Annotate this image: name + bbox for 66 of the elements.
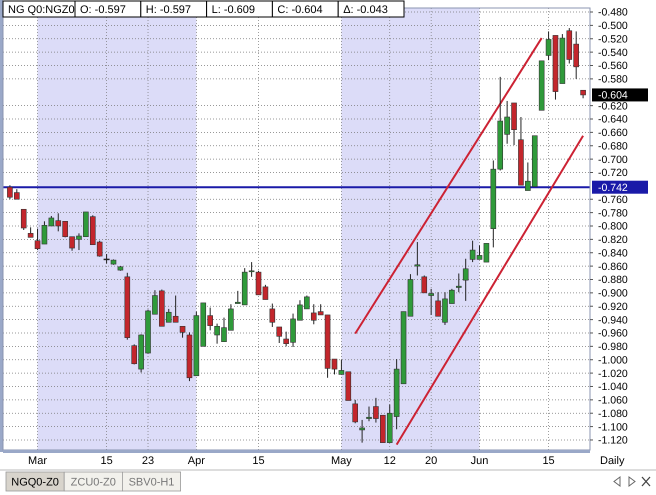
y-tick-label: -0.940	[598, 314, 628, 326]
candlestick	[414, 242, 420, 276]
candlestick	[20, 208, 27, 231]
candlestick	[270, 303, 276, 328]
y-tick-label: -1.080	[598, 408, 628, 420]
annotation: O: -0.597	[80, 4, 126, 16]
candlestick	[456, 272, 462, 293]
y-tick-label: -1.040	[598, 381, 628, 394]
y-tick-label: -1.000	[598, 354, 628, 366]
y-tick-label: -0.520	[598, 33, 628, 46]
x-tick-label: 23	[142, 455, 154, 467]
x-tick-label: 15	[100, 455, 113, 467]
y-tick-label: -0.880	[598, 274, 628, 286]
y-tick-label: -1.020	[598, 368, 628, 380]
y-tick-label: -1.100	[598, 421, 628, 434]
x-tick-label: Apr	[188, 455, 206, 467]
y-tick-label: -0.860	[598, 260, 628, 273]
text: -0.604	[598, 90, 628, 102]
y-tick-label: -0.540	[598, 46, 628, 59]
candlestick	[462, 258, 468, 302]
y-tick-label: -0.720	[598, 167, 628, 180]
y-tick-label: -0.500	[598, 20, 628, 32]
candlestick	[421, 274, 428, 294]
y-tick-label: -0.900	[598, 288, 628, 300]
x-tick-label: 20	[425, 455, 438, 467]
x-tick-label: 12	[384, 455, 396, 467]
text: ZCU0-Z0	[70, 476, 116, 488]
y-tick-label: -0.700	[598, 154, 628, 166]
y-tick-label: -1.120	[598, 434, 628, 447]
y-tick-label: -0.820	[598, 234, 628, 246]
candlestick	[359, 419, 365, 444]
y-tick-label: -0.840	[598, 247, 628, 260]
x-tick-label: Mar	[28, 455, 48, 467]
ref-line-label: -0.742	[598, 182, 628, 194]
x-tick-label: Jun	[470, 455, 488, 467]
annotation: H: -0.597	[146, 4, 192, 16]
candlestick	[276, 326, 282, 344]
candlestick	[28, 226, 34, 238]
candlestick	[248, 262, 254, 278]
x-tick-label: 15	[542, 455, 555, 467]
y-tick-label: -0.960	[598, 328, 628, 340]
x-tick-label: May	[331, 455, 352, 467]
y-tick-label: -0.920	[598, 300, 628, 313]
text: SBV0-H1	[128, 476, 174, 488]
candlestick	[428, 288, 434, 316]
x-tick-label: 15	[252, 455, 265, 467]
y-tick-label: -0.640	[598, 114, 628, 126]
annotation: Δ: -0.043	[343, 4, 388, 16]
y-tick-label: -0.660	[598, 127, 628, 140]
text: NGQ0-Z0	[11, 476, 59, 488]
y-tick-label: -0.480	[598, 6, 628, 19]
annotation: L: -0.609	[212, 4, 256, 16]
y-tick-label: -0.980	[598, 341, 628, 354]
y-tick-label: -0.800	[598, 220, 628, 233]
y-tick-label: -0.620	[598, 100, 628, 112]
y-tick-label: -0.680	[598, 140, 628, 152]
candlestick	[180, 326, 186, 338]
y-tick-label: -0.780	[598, 207, 628, 220]
x-axis-title: Daily	[600, 455, 625, 467]
annotation: C: -0.604	[277, 4, 323, 16]
chart-title: NG Q0:NGZ0	[8, 4, 75, 16]
y-tick-label: -0.760	[598, 194, 628, 206]
y-tick-label: -1.060	[598, 394, 628, 407]
y-tick-label: -0.560	[598, 60, 628, 72]
y-tick-label: -0.580	[598, 74, 628, 86]
candlestick	[352, 399, 358, 424]
